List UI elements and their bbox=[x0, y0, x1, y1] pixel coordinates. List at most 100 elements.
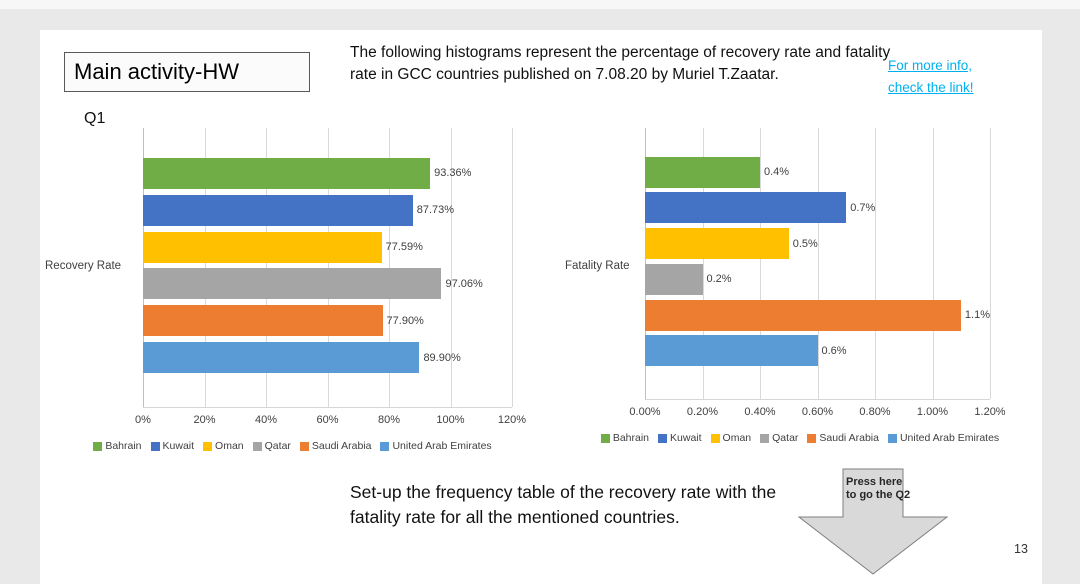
x-axis-tick-label: 0.00% bbox=[629, 406, 661, 418]
slide-canvas: Main activity-HW Q1 The following histog… bbox=[40, 30, 1042, 584]
bar-row: 87.73% bbox=[143, 194, 512, 226]
x-axis-tick-label: 120% bbox=[497, 414, 527, 426]
gridline bbox=[512, 128, 513, 407]
bar-series: 93.36% 87.73% 77.59% 97.06% 77.90% 89.90% bbox=[143, 128, 512, 407]
bar-value-label: 0.5% bbox=[792, 237, 818, 250]
legend-label: Qatar bbox=[264, 440, 291, 452]
bar-row: 89.90% bbox=[143, 342, 512, 374]
bar-row: 1.1% bbox=[645, 299, 990, 331]
x-axis-tick-label: 0.20% bbox=[686, 406, 719, 418]
bar-series: 0.4% 0.7% 0.5% 0.2% 1.1% 0.6% bbox=[645, 128, 990, 399]
fatality-rate-plot-area: 0.4% 0.7% 0.5% 0.2% 1.1% 0.6% bbox=[645, 128, 991, 400]
bar-oman bbox=[143, 231, 382, 263]
gridline bbox=[143, 128, 144, 407]
legend-label: Saudi Arabia bbox=[819, 432, 879, 444]
legend-swatch bbox=[150, 441, 160, 451]
legend-item-saudi-arabia: Saudi Arabia bbox=[299, 440, 372, 452]
gridline bbox=[932, 128, 934, 399]
legend-item-united-arab-emirates: United Arab Emirates bbox=[380, 440, 492, 452]
legend-label: Saudi Arabia bbox=[311, 440, 372, 452]
bar-bahrain bbox=[143, 157, 431, 189]
gridline bbox=[645, 128, 646, 399]
recovery-rate-chart: Recovery Rate 93.36% 87.73% 77.59% 97.06% 77… bbox=[45, 125, 540, 485]
bar-oman bbox=[645, 228, 789, 260]
bar-value-label: 1.1% bbox=[964, 309, 990, 322]
next-question-arrow-label[interactable]: Press here to go the Q2 bbox=[846, 476, 911, 501]
bar-united-arab-emirates bbox=[143, 342, 420, 374]
task-instruction: Set-up the frequency table of the recove… bbox=[350, 482, 777, 527]
slide-description: The following histograms represent the p… bbox=[350, 44, 891, 83]
gridline bbox=[702, 128, 704, 399]
legend-item-kuwait: Kuwait bbox=[658, 432, 702, 444]
x-axis-tick-label: 100% bbox=[436, 414, 465, 426]
legend-item-saudi-arabia: Saudi Arabia bbox=[807, 432, 879, 444]
legend-swatch bbox=[380, 441, 390, 451]
x-axis-tick-label: 60% bbox=[316, 414, 339, 426]
legend-swatch bbox=[887, 433, 897, 443]
legend-label: Oman bbox=[215, 440, 244, 452]
bar-qatar bbox=[645, 263, 703, 295]
x-axis-tick-label: 20% bbox=[193, 414, 216, 426]
legend-item-bahrain: Bahrain bbox=[93, 440, 142, 452]
legend-label: United Arab Emirates bbox=[899, 432, 1000, 444]
legend-swatch bbox=[710, 433, 720, 443]
fatality-rate-chart: Fatality Rate 0.4% 0.7% 0.5% 0.2% 1.1% 0.6% 0… bbox=[565, 125, 1035, 485]
x-axis-tick-label: 1.00% bbox=[916, 406, 949, 418]
gridline bbox=[204, 128, 206, 407]
bar-value-label: 0.2% bbox=[706, 273, 732, 286]
recovery-rate-x-axis: 0% 20% 40% 60% 80% 100% 120% bbox=[135, 414, 526, 428]
next-question-arrow-button[interactable] bbox=[797, 468, 949, 575]
x-axis-tick-label: 1.20% bbox=[974, 406, 1006, 418]
more-info-link-line1[interactable]: For more info, bbox=[888, 58, 973, 73]
bar-qatar bbox=[143, 268, 442, 300]
legend-item-oman: Oman bbox=[710, 432, 752, 444]
legend-label: Kuwait bbox=[670, 432, 702, 444]
title-box-label: Main activity-HW bbox=[74, 59, 240, 84]
bar-kuwait bbox=[645, 192, 847, 224]
recovery-rate-legend: Bahrain Kuwait Oman Qatar Saudi Arabia United… bbox=[45, 440, 540, 452]
x-axis-tick-label: 80% bbox=[377, 414, 401, 426]
legend-item-qatar: Qatar bbox=[252, 440, 291, 452]
legend-item-qatar: Qatar bbox=[760, 432, 798, 444]
bar-value-label: 0.4% bbox=[764, 166, 790, 179]
bar-united-arab-emirates bbox=[645, 335, 818, 367]
legend-item-bahrain: Bahrain bbox=[600, 432, 649, 444]
x-axis-tick-label: 0.40% bbox=[744, 406, 776, 418]
fatality-rate-axis-label: Fatality Rate bbox=[565, 260, 630, 272]
bar-saudi-arabia bbox=[143, 305, 383, 337]
down-arrow-icon bbox=[797, 468, 949, 575]
bar-value-label: 87.73% bbox=[416, 204, 455, 217]
gridline bbox=[327, 128, 329, 407]
legend-item-kuwait: Kuwait bbox=[150, 440, 195, 452]
legend-label: Qatar bbox=[772, 432, 799, 444]
gridline bbox=[450, 128, 452, 407]
more-info-link-line2[interactable]: check the link! bbox=[888, 80, 974, 95]
page-number: 13 bbox=[1014, 542, 1028, 556]
legend-swatch bbox=[93, 441, 103, 451]
bar-value-label: 97.06% bbox=[445, 277, 483, 290]
window-top-strip bbox=[0, 0, 1080, 9]
title-box: Main activity-HW bbox=[64, 52, 310, 92]
bar-saudi-arabia bbox=[645, 299, 961, 331]
gridline bbox=[760, 128, 761, 399]
x-axis-tick-label: 0.80% bbox=[859, 406, 891, 418]
bar-row: 0.2% bbox=[645, 263, 990, 295]
legend-label: Bahrain bbox=[105, 440, 142, 452]
bar-value-label: 77.59% bbox=[385, 241, 423, 254]
recovery-rate-axis-label: Recovery Rate bbox=[45, 260, 122, 272]
bar-value-label: 0.7% bbox=[850, 201, 876, 214]
gridline bbox=[817, 128, 819, 399]
legend-label: Kuwait bbox=[162, 440, 195, 452]
bar-row: 93.36% bbox=[143, 157, 512, 189]
gridline bbox=[389, 128, 390, 407]
legend-label: Oman bbox=[722, 432, 752, 444]
bar-value-label: 89.90% bbox=[423, 351, 461, 364]
bar-value-label: 77.90% bbox=[386, 314, 424, 327]
legend-swatch bbox=[252, 441, 262, 451]
more-info-link[interactable]: For more info, check the link! bbox=[888, 55, 1028, 99]
legend-swatch bbox=[807, 433, 817, 443]
bar-row: 77.59% bbox=[143, 231, 512, 263]
bar-row: 0.7% bbox=[645, 192, 990, 224]
legend-swatch bbox=[760, 433, 770, 443]
bar-row: 0.5% bbox=[645, 228, 990, 260]
